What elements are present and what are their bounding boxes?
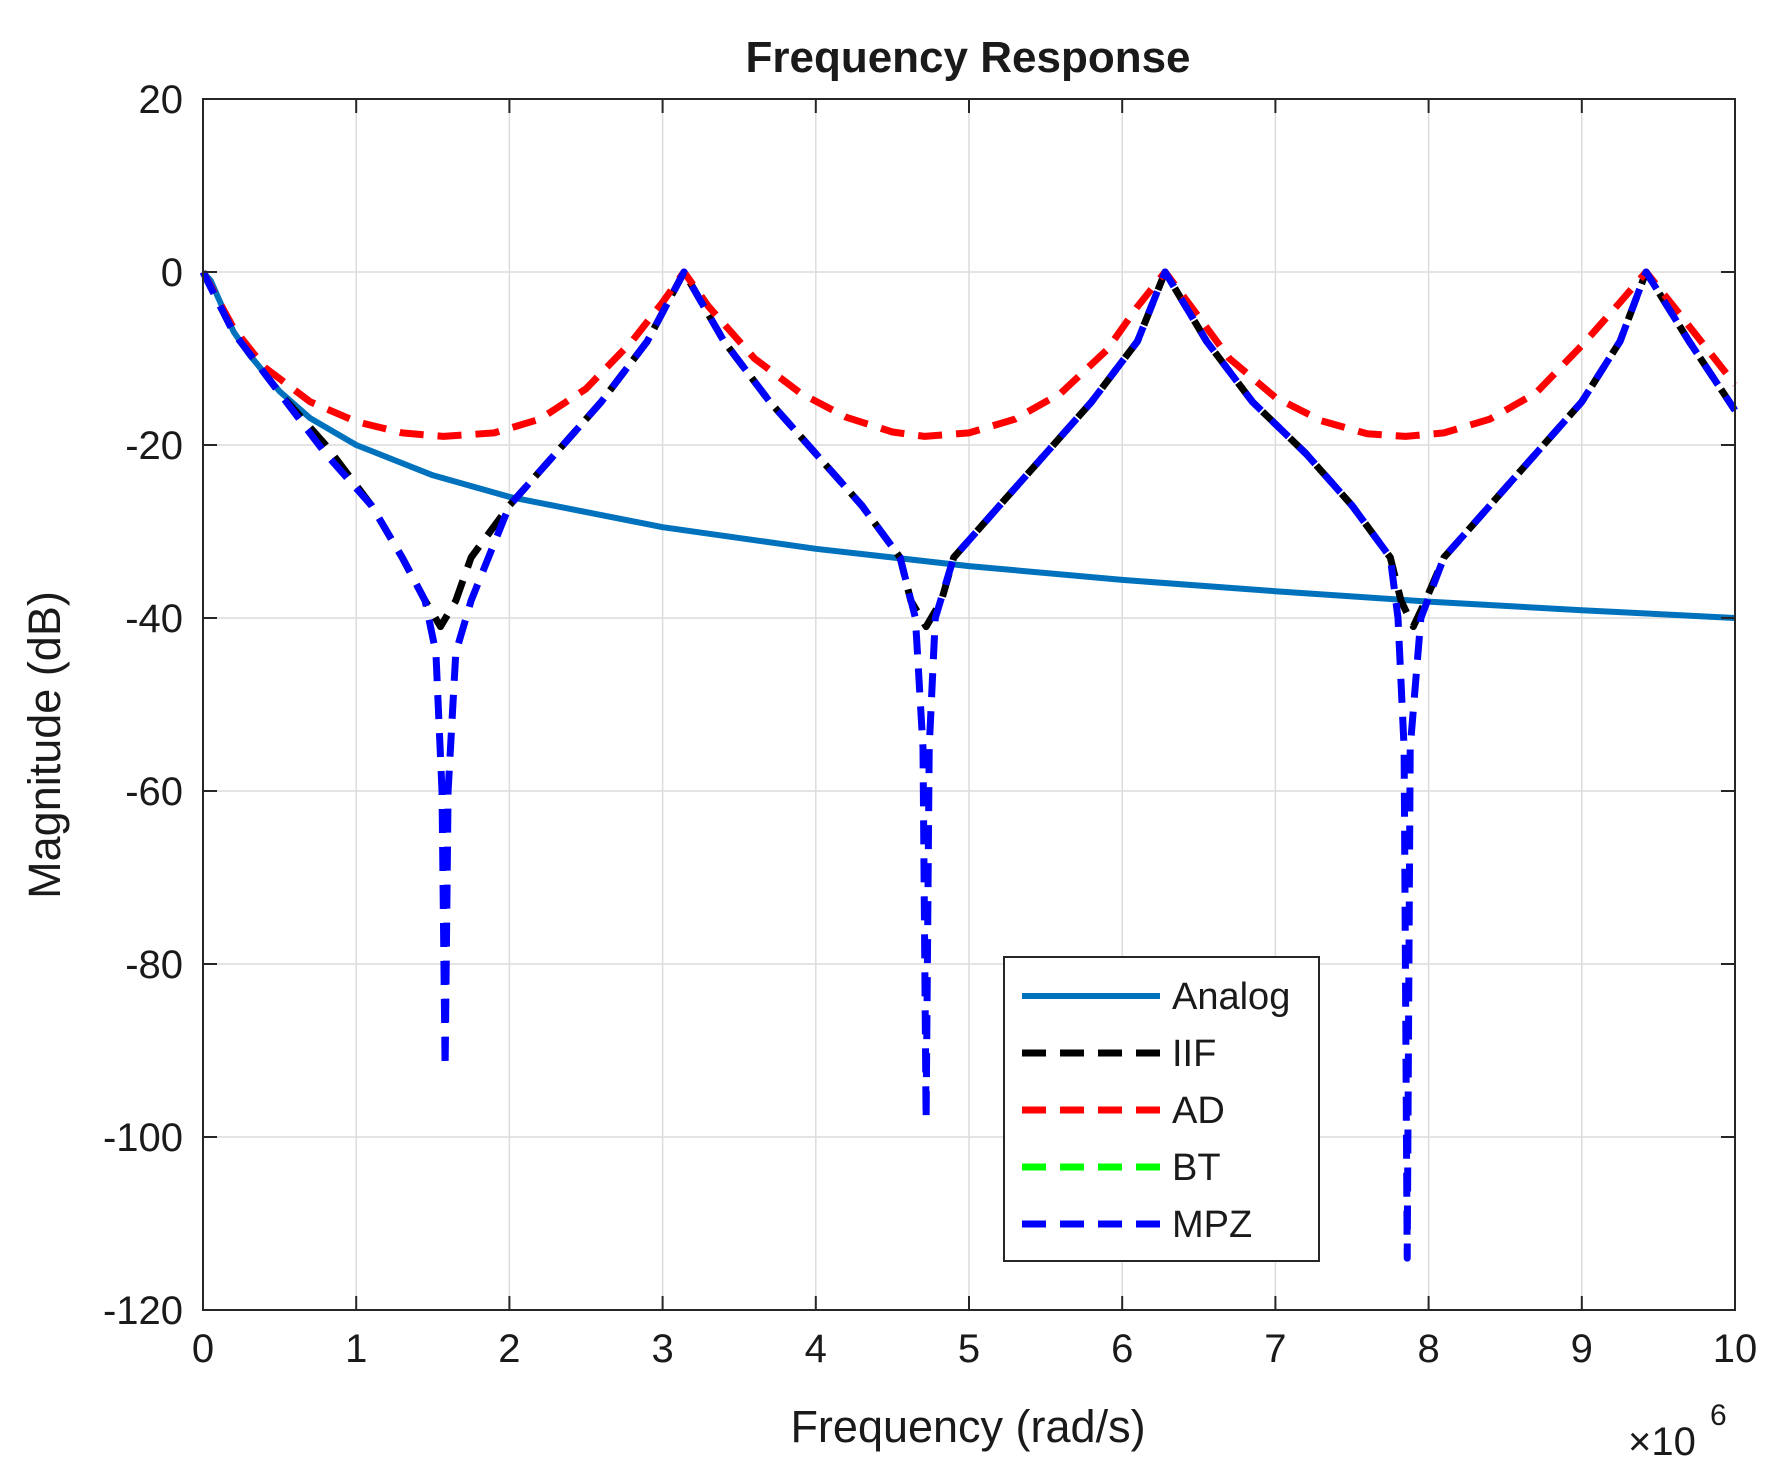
- legend-label-mpz: MPZ: [1172, 1204, 1252, 1246]
- x-tick-label: 2: [498, 1327, 520, 1371]
- y-tick-label: -80: [125, 943, 183, 987]
- x-tick-label: 10: [1713, 1327, 1758, 1371]
- x-tick-label: 0: [192, 1327, 214, 1371]
- series-line-ad: [199, 268, 1738, 440]
- legend-box: [1003, 956, 1320, 1262]
- y-axis-label: Magnitude (dB): [19, 591, 70, 899]
- legend-label-bt: BT: [1172, 1147, 1221, 1189]
- legend-label-iif: IIF: [1172, 1033, 1216, 1075]
- x-axis-label: Frequency (rad/s): [790, 1401, 1145, 1452]
- x-multiplier-exponent: 6: [1710, 1399, 1727, 1432]
- x-tick-label: 3: [651, 1327, 673, 1371]
- x-tick-label: 1: [345, 1327, 367, 1371]
- y-tick-label: -20: [125, 424, 183, 468]
- x-tick-label: 8: [1417, 1327, 1439, 1371]
- series-layer: [199, 268, 1738, 1262]
- y-tick-label: -40: [125, 597, 183, 641]
- x-tick-label: 4: [805, 1327, 827, 1371]
- series-line-mpz: [199, 268, 1738, 1262]
- y-tick-label: 20: [139, 78, 184, 122]
- x-tick-label: 5: [958, 1327, 980, 1371]
- y-tick-label: -100: [103, 1116, 183, 1160]
- x-tick-label: 7: [1264, 1327, 1286, 1371]
- x-multiplier-base: ×10: [1628, 1420, 1696, 1464]
- x-tick-label: 6: [1111, 1327, 1133, 1371]
- legend: Analog IIF AD BT MPZ: [1003, 956, 1320, 1262]
- x-multiplier: ×10 6: [1628, 1399, 1727, 1464]
- legend-label-ad: AD: [1172, 1090, 1225, 1132]
- y-tick-label: -60: [125, 770, 183, 814]
- axis-ticks: 0 1 2 3 4 5 6 7 8 9 10 20 0 -20 -40 -60 -80 -100 -120: [103, 78, 1757, 1371]
- chart-title: Frequency Response: [745, 33, 1190, 82]
- y-tick-label: 0: [161, 251, 183, 295]
- x-tick-label: 9: [1571, 1327, 1593, 1371]
- y-tick-label: -120: [103, 1289, 183, 1333]
- legend-label-analog: Analog: [1172, 976, 1290, 1018]
